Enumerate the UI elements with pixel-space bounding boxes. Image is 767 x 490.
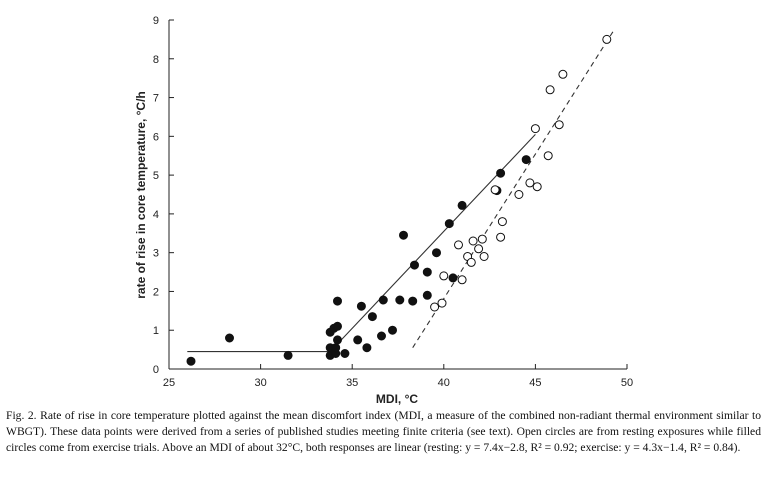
exercise-point [444,219,454,229]
x-tick-label: 45 [529,377,541,389]
exercise-point [333,321,342,331]
resting-point [545,85,555,95]
exercise-point [521,155,531,165]
resting-point [490,185,500,195]
exercise-point [432,248,441,258]
resting-point [496,232,506,242]
resting-point [430,302,440,312]
exercise-point [356,301,366,311]
x-tick-label: 30 [254,377,266,389]
y-tick-label: 6 [153,131,159,143]
x-tick-label: 35 [346,377,358,389]
resting-point [474,244,484,254]
exercise-point [388,325,397,335]
exercise-point [225,333,234,343]
x-axis-title: MDI, °C [376,392,418,405]
y-tick-label: 1 [153,325,159,337]
exercise-point [333,335,342,345]
exercise-point [362,343,372,353]
resting-point [437,298,447,308]
y-tick-label: 7 [153,93,159,105]
y-tick-label: 9 [153,15,159,27]
exercise-point [457,200,467,210]
exercise-point [408,296,418,306]
exercise-point [399,230,408,240]
resting-point [558,69,568,79]
exercise-point [333,296,342,306]
exercise-point [340,349,350,358]
resting-point [532,182,542,192]
resting-point [477,234,487,244]
resting-point [514,190,524,199]
resting-point [466,257,476,267]
exercise-point [283,350,293,360]
resting-point [543,151,553,161]
y-tick-label: 0 [153,364,159,376]
exercise-point [422,290,432,300]
x-tick-label: 40 [438,377,450,389]
exercise-point [395,295,405,305]
exercise-point [378,295,388,305]
exercise-point [186,356,196,366]
y-axis-title: rate of rise in core temperature, °C/h [134,91,148,299]
figure-caption: Fig. 2. Rate of rise in core temperature… [6,409,761,454]
resting-point [479,252,489,261]
y-tick-label: 8 [153,54,159,66]
resting-point [454,240,463,250]
x-tick-label: 50 [621,377,633,389]
resting-point [457,275,467,285]
exercise-point [410,260,419,270]
exercise-point [367,312,377,322]
resting-point [497,217,507,227]
resting-point [602,34,612,44]
exercise-point [422,267,432,277]
resting-point [525,178,535,188]
y-tick-label: 4 [153,209,159,221]
y-tick-label: 5 [153,170,159,182]
resting-point [468,236,478,246]
exercise-point [331,343,341,353]
data-points [186,34,612,366]
exercise-point [496,168,506,178]
resting-point [439,271,449,281]
resting-point [530,124,540,134]
y-axis: 0 1 2 3 4 5 6 7 8 9 [153,15,174,376]
exercise-point [377,331,386,341]
x-axis: 25 30 35 40 45 50 [163,364,633,389]
exercise-point [448,273,458,283]
exercise-point [353,335,363,345]
x-tick-label: 25 [163,377,175,389]
resting-point [554,120,564,130]
y-tick-label: 2 [153,286,159,298]
y-tick-label: 3 [153,248,159,260]
